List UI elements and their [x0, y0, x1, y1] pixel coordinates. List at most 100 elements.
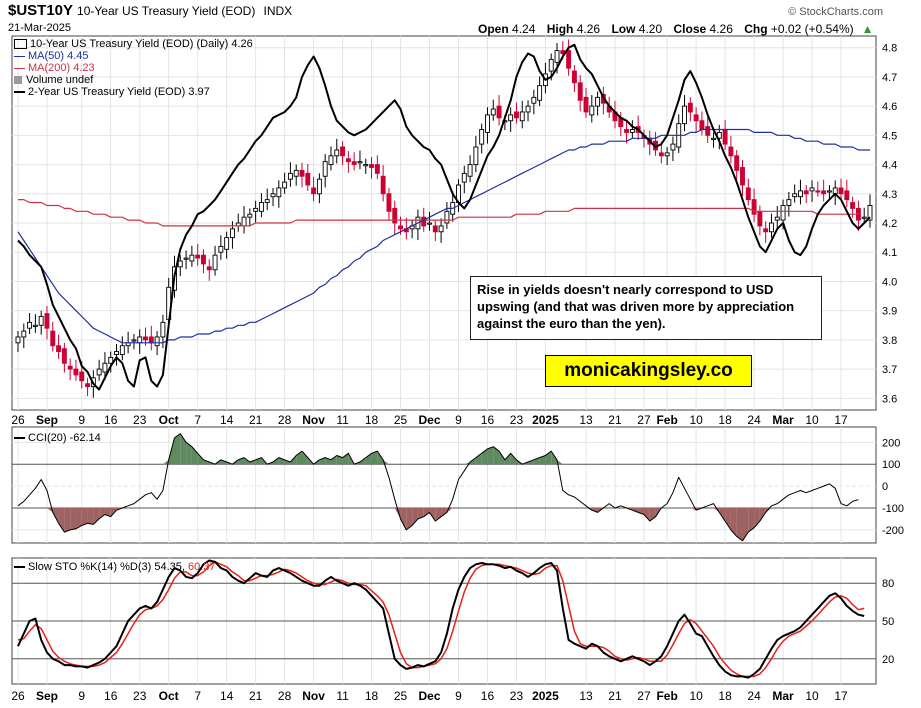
x-tick-label: 9: [455, 413, 462, 427]
legend-price-label: 10-Year US Treasury Yield (EOD) (Daily) …: [30, 38, 253, 50]
candle-body: [398, 225, 403, 230]
candle-body: [861, 216, 867, 219]
x-tick-label-bottom: Oct: [159, 689, 179, 703]
candle-body: [490, 108, 496, 116]
cci-oversold-fill: [643, 507, 650, 522]
cci-overbought-fill: [557, 459, 563, 465]
chg-arrow-icon: ▲: [861, 22, 874, 36]
candle-body: [38, 316, 44, 326]
candle-body: [629, 129, 635, 133]
price-y-tick-label: 4.2: [882, 218, 897, 230]
cci-oversold-fill: [429, 507, 436, 522]
candle-body: [769, 222, 774, 233]
candle-body: [693, 114, 699, 122]
candle-body: [50, 330, 56, 347]
cci-oversold-fill: [75, 507, 82, 529]
candle-body: [114, 351, 119, 355]
sto-d-line: [17, 561, 865, 678]
cci-overbought-fill: [278, 457, 285, 465]
x-tick-label-bottom: 28: [278, 689, 292, 703]
sto-k-value: 54.35: [154, 561, 182, 573]
candle-body: [734, 155, 740, 171]
candle-body: [821, 190, 827, 195]
open-label: Open: [478, 22, 509, 36]
cci-oversold-fill: [58, 507, 65, 533]
price-y-tick-label: 4.7: [882, 72, 897, 84]
candle-body: [664, 152, 670, 157]
x-tick-label: Feb: [656, 413, 677, 427]
sto-legend: Slow STO %K(14) %D(3) 54.35, 60.37: [14, 561, 216, 573]
sto-y-tick-label: 80: [882, 578, 894, 590]
cci-oversold-fill: [730, 507, 737, 537]
cci-oversold-fill: [748, 507, 755, 533]
candle-body: [421, 216, 427, 227]
symbol: $UST10Y: [8, 2, 74, 19]
sto-d-value: 60.37: [188, 561, 216, 573]
cci-oversold-fill: [754, 507, 760, 528]
price-y-tick-label: 3.6: [882, 393, 897, 405]
credit: © StockCharts.com: [788, 6, 883, 18]
candle-body: [757, 210, 763, 227]
cci-oversold-fill: [441, 507, 447, 517]
candle-body: [380, 175, 386, 195]
candle-body: [73, 368, 79, 376]
candle-body: [374, 164, 380, 174]
price-y-tick-label: 4.1: [882, 247, 897, 259]
cci-overbought-fill: [255, 457, 262, 465]
legend-two-year: 2-Year US Treasury Yield (EOD) 3.97: [14, 86, 253, 98]
price-y-tick-label: 4.6: [882, 101, 897, 113]
candle-body: [96, 368, 102, 376]
x-tick-label: 18: [718, 413, 732, 427]
candle-body: [711, 137, 716, 140]
candle-body: [751, 199, 757, 215]
candle-body: [108, 356, 114, 364]
x-tick-label-bottom: 13: [579, 689, 593, 703]
candle-body: [595, 96, 601, 107]
x-tick-label: 10: [689, 413, 703, 427]
x-tick-label: 10: [805, 413, 819, 427]
cci-oversold-fill: [719, 507, 726, 522]
candle-body: [102, 362, 108, 373]
candle-body: [797, 190, 803, 198]
candle-body: [531, 96, 537, 104]
sto-title: Slow STO %K(14) %D(3): [28, 561, 152, 573]
cci-oversold-fill: [394, 507, 401, 519]
cci-overbought-fill: [319, 457, 326, 465]
candle-body: [305, 172, 311, 186]
cci-overbought-fill: [528, 459, 534, 465]
candle-body: [392, 207, 398, 224]
legend-two-year-label: 2-Year US Treasury Yield (EOD) 3.97: [28, 86, 210, 98]
candle-body: [229, 228, 235, 239]
x-tick-label-bottom: 9: [78, 689, 85, 703]
legend-volume-label: Volume undef: [26, 74, 94, 86]
cci-overbought-fill: [342, 453, 349, 465]
close-label: Close: [673, 22, 707, 36]
cci-overbought-fill: [191, 446, 198, 465]
cci-oversold-fill: [649, 507, 656, 522]
low-value: 4.20: [638, 22, 663, 36]
x-tick-label: 28: [278, 413, 292, 427]
candle-body: [270, 193, 276, 198]
sto-y-tick-label: 20: [882, 654, 894, 666]
x-tick-label: 21: [249, 413, 263, 427]
x-tick-label: 25: [394, 413, 408, 427]
candle-body: [792, 193, 798, 198]
candle-body: [183, 257, 189, 260]
cci-oversold-fill: [64, 507, 71, 533]
cci-overbought-fill: [504, 453, 511, 465]
sto-swatch-icon: [14, 566, 25, 569]
candle-body: [119, 345, 125, 355]
cci-oversold-fill: [725, 507, 731, 530]
x-tick-label: 14: [220, 413, 234, 427]
ma50-swatch-icon: [14, 55, 25, 57]
x-tick-label: 23: [510, 413, 524, 427]
x-tick-label: 11: [336, 413, 349, 427]
cci-overbought-fill: [249, 459, 256, 465]
cci-oversold-fill: [632, 507, 639, 513]
cci-oversold-fill: [99, 507, 105, 519]
candle-body: [728, 146, 734, 157]
legend-ma200: MA(200) 4.23: [14, 62, 253, 74]
candle-body: [363, 164, 369, 167]
candle-body: [224, 237, 230, 250]
